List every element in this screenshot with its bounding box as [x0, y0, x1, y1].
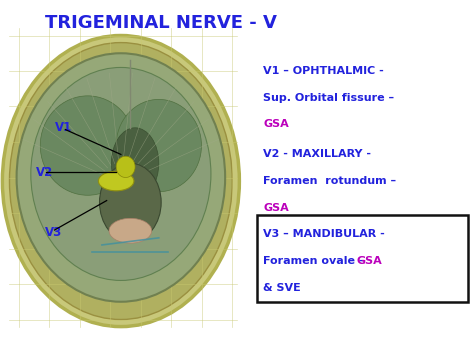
Ellipse shape: [109, 218, 152, 243]
Text: V2 - MAXILLARY -: V2 - MAXILLARY -: [263, 149, 371, 159]
Text: V2: V2: [36, 166, 53, 179]
Ellipse shape: [2, 36, 239, 327]
Text: Foramen ovale –: Foramen ovale –: [263, 256, 368, 266]
Ellipse shape: [9, 43, 232, 320]
Ellipse shape: [31, 67, 211, 280]
Text: GSA: GSA: [357, 256, 383, 266]
Ellipse shape: [17, 53, 225, 302]
Text: & SVE: & SVE: [263, 283, 301, 293]
Text: GSA: GSA: [263, 203, 289, 213]
Text: GSA: GSA: [263, 119, 289, 129]
Ellipse shape: [40, 96, 135, 195]
Ellipse shape: [98, 171, 134, 191]
Text: V1: V1: [55, 121, 72, 134]
Text: V1 – OPHTHALMIC -: V1 – OPHTHALMIC -: [263, 66, 384, 76]
FancyBboxPatch shape: [257, 215, 468, 302]
Text: Sup. Orbital fissure –: Sup. Orbital fissure –: [263, 93, 394, 103]
Ellipse shape: [116, 99, 201, 192]
Ellipse shape: [111, 128, 159, 199]
Text: V3: V3: [45, 226, 62, 239]
Text: V3 – MANDIBULAR -: V3 – MANDIBULAR -: [263, 229, 385, 239]
Text: Foramen  rotundum –: Foramen rotundum –: [263, 176, 396, 186]
Ellipse shape: [100, 163, 161, 241]
Text: TRIGEMINAL NERVE - V: TRIGEMINAL NERVE - V: [45, 14, 277, 32]
Ellipse shape: [116, 156, 135, 178]
